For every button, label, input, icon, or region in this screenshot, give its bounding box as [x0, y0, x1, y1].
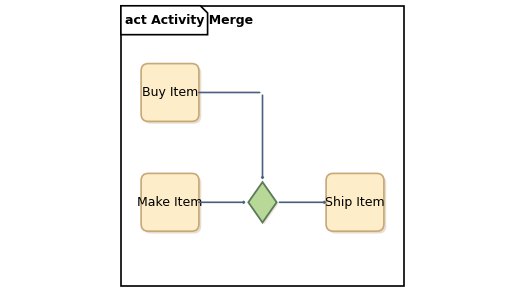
FancyBboxPatch shape [143, 66, 201, 124]
Text: Ship Item: Ship Item [325, 196, 385, 209]
Polygon shape [121, 6, 207, 35]
FancyBboxPatch shape [141, 64, 199, 121]
FancyBboxPatch shape [326, 173, 384, 231]
Text: act Activity Merge: act Activity Merge [125, 14, 254, 27]
FancyBboxPatch shape [141, 173, 199, 231]
Text: Make Item: Make Item [138, 196, 203, 209]
Polygon shape [250, 184, 278, 224]
FancyBboxPatch shape [329, 176, 386, 234]
FancyBboxPatch shape [143, 176, 201, 234]
FancyBboxPatch shape [121, 6, 404, 286]
Polygon shape [248, 182, 277, 223]
Text: Buy Item: Buy Item [142, 86, 198, 99]
